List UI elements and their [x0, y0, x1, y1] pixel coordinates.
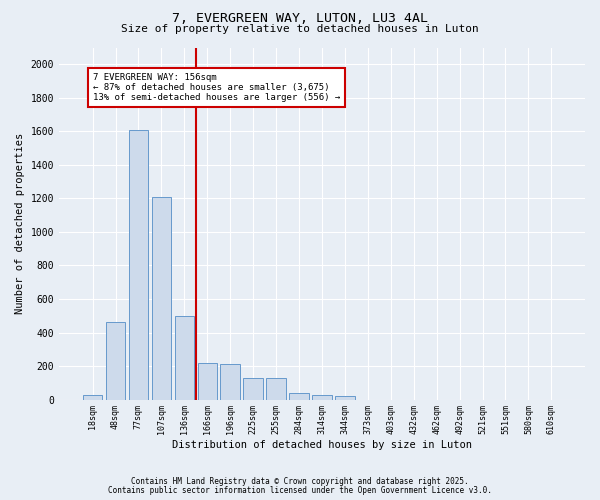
Text: Contains HM Land Registry data © Crown copyright and database right 2025.: Contains HM Land Registry data © Crown c…	[131, 477, 469, 486]
Bar	[244, 378, 263, 400]
Bar	[335, 396, 355, 400]
Bar	[197, 362, 217, 400]
Bar	[129, 130, 148, 400]
Text: 7 EVERGREEN WAY: 156sqm
← 87% of detached houses are smaller (3,675)
13% of semi: 7 EVERGREEN WAY: 156sqm ← 87% of detache…	[93, 72, 340, 102]
Bar	[152, 196, 171, 400]
X-axis label: Distribution of detached houses by size in Luton: Distribution of detached houses by size …	[172, 440, 472, 450]
Bar	[266, 378, 286, 400]
Bar	[220, 364, 240, 400]
Bar	[83, 394, 103, 400]
Text: 7, EVERGREEN WAY, LUTON, LU3 4AL: 7, EVERGREEN WAY, LUTON, LU3 4AL	[172, 12, 428, 26]
Bar	[106, 322, 125, 400]
Y-axis label: Number of detached properties: Number of detached properties	[15, 133, 25, 314]
Bar	[289, 393, 309, 400]
Bar	[175, 316, 194, 400]
Text: Size of property relative to detached houses in Luton: Size of property relative to detached ho…	[121, 24, 479, 34]
Bar	[312, 396, 332, 400]
Text: Contains public sector information licensed under the Open Government Licence v3: Contains public sector information licen…	[108, 486, 492, 495]
